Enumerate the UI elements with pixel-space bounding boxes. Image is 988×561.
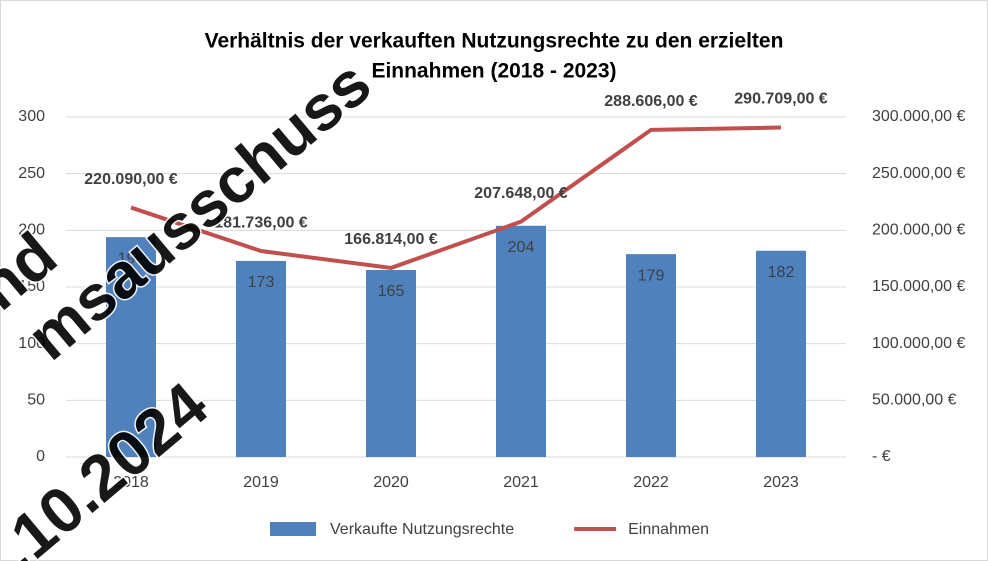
chart-title: Einnahmen (2018 - 2023) <box>371 60 616 83</box>
line-value-label: 288.606,00 € <box>604 93 698 110</box>
legend-swatch <box>270 522 316 536</box>
y-tick-label: 150 <box>18 278 45 295</box>
bar-value-label: 173 <box>248 274 275 291</box>
y2-tick-label: 150.000,00 € <box>872 278 966 295</box>
x-tick-label: 2021 <box>503 474 539 491</box>
x-tick-label: 2023 <box>763 474 799 491</box>
bar <box>626 254 676 457</box>
x-tick-label: 2022 <box>633 474 669 491</box>
line-value-label: 207.648,00 € <box>474 185 568 202</box>
bar-value-label: 179 <box>638 267 665 284</box>
bar <box>236 260 286 457</box>
y2-tick-label: 100.000,00 € <box>872 335 966 352</box>
line-value-label: 181.736,00 € <box>214 214 308 231</box>
bar-value-label: 194 <box>118 250 145 267</box>
y-tick-label: 300 <box>18 108 45 125</box>
y-tick-label: 200 <box>18 222 45 239</box>
legend-label: Einnahmen <box>628 521 709 538</box>
x-tick-label: 2020 <box>373 474 409 491</box>
y2-tick-label: 50.000,00 € <box>872 392 957 409</box>
line <box>130 125 782 270</box>
y-tick-label: 100 <box>18 335 45 352</box>
chart-title: Verhältnis der verkauften Nutzungsrechte… <box>205 30 784 53</box>
y2-tick-label: 250.000,00 € <box>872 165 966 182</box>
bar-value-label: 204 <box>508 239 535 256</box>
bar-value-label: 182 <box>768 264 795 281</box>
bar-value-label: 165 <box>378 283 405 300</box>
bar <box>366 270 416 457</box>
line-value-label: 290.709,00 € <box>734 91 828 108</box>
line-value-label: 166.814,00 € <box>344 231 438 248</box>
y2-tick-label: - € <box>872 448 891 465</box>
bar <box>106 237 156 457</box>
legend-label: Verkaufte Nutzungsrechte <box>330 521 514 538</box>
y2-tick-label: 300.000,00 € <box>872 108 966 125</box>
x-tick-label: 2019 <box>243 474 279 491</box>
y-tick-label: 50 <box>27 392 45 409</box>
bar <box>496 225 546 457</box>
bar <box>756 250 806 457</box>
line-value-label: 220.090,00 € <box>84 171 178 188</box>
y-tick-label: 0 <box>36 448 45 465</box>
y2-tick-label: 200.000,00 € <box>872 222 966 239</box>
y-tick-label: 250 <box>18 165 45 182</box>
x-tick-label: 2018 <box>113 474 149 491</box>
